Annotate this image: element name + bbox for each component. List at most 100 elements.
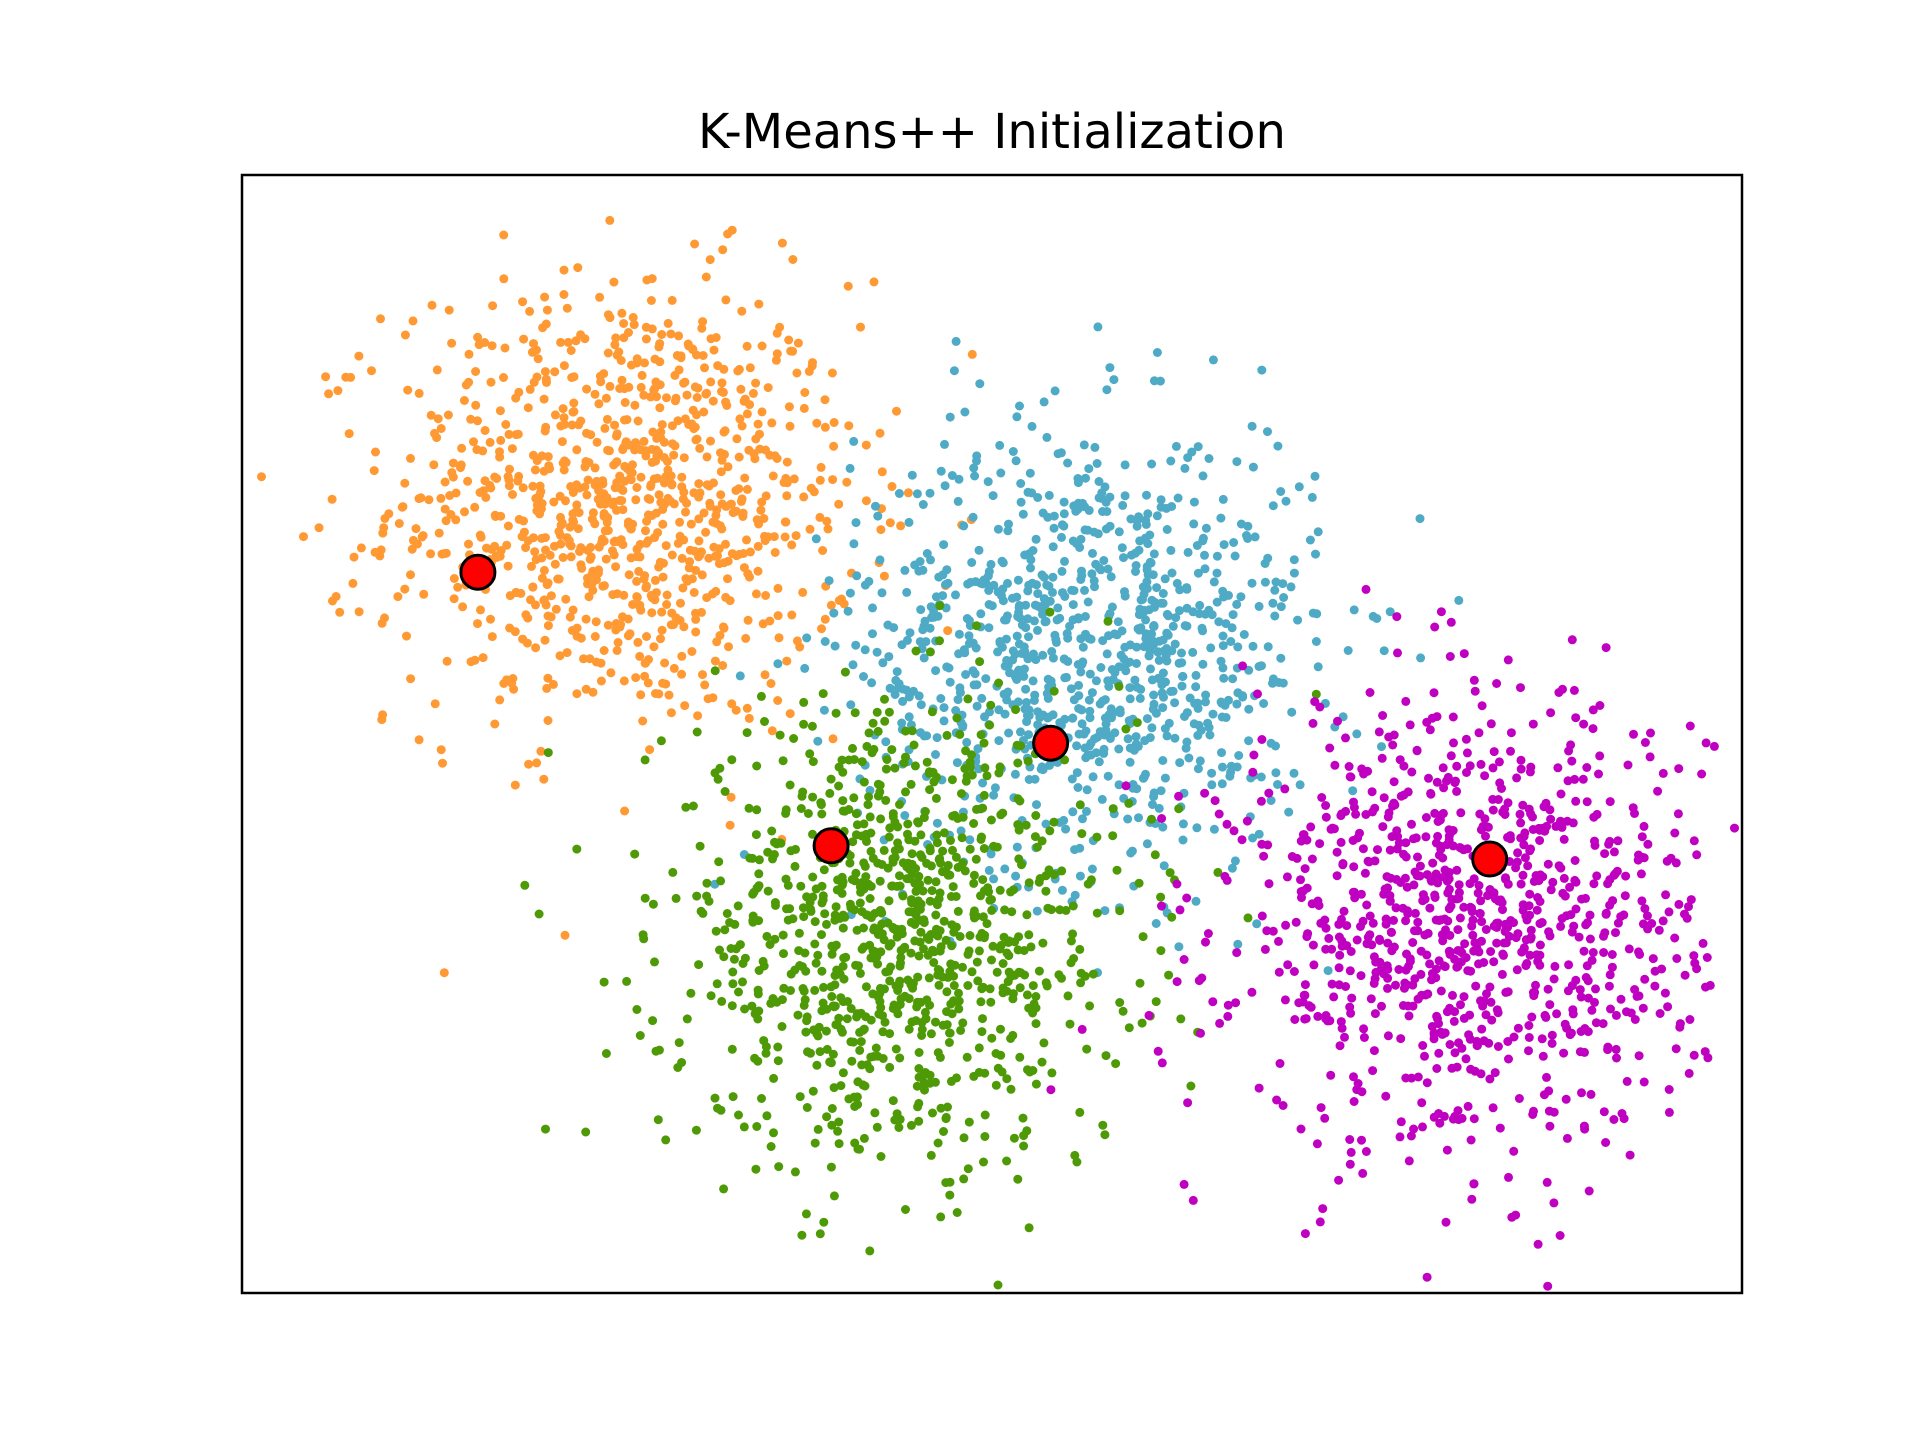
data-point [916, 927, 926, 937]
data-point [526, 595, 535, 605]
data-point [1037, 836, 1047, 846]
data-point [1650, 966, 1660, 976]
data-point [1152, 348, 1162, 357]
data-point [669, 663, 679, 673]
data-point [1032, 906, 1042, 916]
data-point [1078, 814, 1087, 824]
data-point [1015, 983, 1025, 993]
data-point [654, 490, 664, 500]
data-point [829, 1191, 839, 1201]
data-point [1359, 1033, 1369, 1042]
data-point [773, 1042, 783, 1052]
data-point [1661, 890, 1671, 900]
data-point [1341, 982, 1351, 991]
data-point [1576, 992, 1586, 1002]
data-point [778, 930, 788, 940]
data-point [745, 547, 755, 557]
data-point [919, 1070, 929, 1080]
data-point [1427, 876, 1436, 886]
data-point [808, 892, 818, 902]
data-point [1039, 594, 1049, 604]
data-point [1457, 1113, 1467, 1123]
data-point [1094, 757, 1104, 767]
data-point [985, 895, 995, 905]
data-point [635, 1031, 645, 1040]
data-point [1002, 1156, 1012, 1166]
data-point [1086, 738, 1096, 748]
data-point [935, 926, 945, 936]
data-point [734, 364, 744, 374]
data-point [586, 552, 596, 562]
data-point [1533, 1239, 1543, 1249]
data-point [1437, 1029, 1447, 1039]
data-point [1060, 556, 1069, 566]
data-point [575, 547, 584, 556]
data-point [878, 658, 888, 668]
data-point [1189, 497, 1199, 507]
data-point [881, 967, 891, 977]
data-point [1432, 777, 1442, 787]
data-point [540, 426, 550, 436]
data-point [1162, 525, 1172, 534]
data-point [1434, 1048, 1444, 1058]
data-point [901, 726, 911, 736]
data-point [1630, 985, 1640, 994]
data-point [978, 912, 988, 922]
data-point [908, 983, 918, 993]
data-point [1059, 497, 1069, 507]
data-point [727, 755, 737, 765]
data-point [680, 377, 690, 387]
data-point [859, 858, 869, 868]
data-point [1171, 613, 1181, 623]
data-point [1137, 1018, 1147, 1028]
data-point [1470, 686, 1480, 696]
data-point [1546, 708, 1556, 718]
data-point [988, 941, 998, 951]
data-point [878, 1054, 888, 1063]
data-point [1166, 456, 1176, 466]
data-point [1083, 879, 1093, 889]
data-point [813, 950, 823, 960]
data-point [1236, 519, 1246, 529]
data-point [650, 354, 660, 364]
data-point [1197, 623, 1207, 633]
data-point [1417, 1098, 1427, 1108]
data-point [1217, 748, 1226, 758]
data-point [605, 313, 615, 323]
data-point [884, 707, 894, 717]
data-point [608, 590, 618, 600]
initial-center-marker [1471, 840, 1509, 878]
data-point [1274, 967, 1284, 977]
data-point [1571, 713, 1581, 723]
data-point [1163, 611, 1173, 621]
data-point [1191, 670, 1201, 680]
data-point [1152, 583, 1162, 593]
data-point [1134, 878, 1144, 888]
data-point [1579, 1121, 1589, 1131]
data-point [1421, 832, 1431, 842]
data-point [1416, 969, 1426, 979]
data-point [913, 997, 922, 1007]
data-point [642, 516, 652, 526]
data-point [946, 959, 956, 969]
data-point [954, 649, 964, 659]
data-point [1020, 647, 1030, 656]
data-point [1172, 879, 1182, 889]
data-point [872, 1122, 882, 1132]
data-point [647, 457, 657, 467]
data-point [1125, 683, 1135, 693]
data-point [779, 983, 789, 993]
data-point [1570, 875, 1580, 885]
data-point [1029, 696, 1039, 705]
data-point [633, 416, 643, 426]
data-point [692, 891, 702, 901]
data-point [732, 551, 741, 561]
data-point [740, 1004, 750, 1014]
data-point [1065, 1019, 1075, 1029]
data-point [1076, 667, 1086, 677]
data-point [1349, 1097, 1359, 1106]
data-point [969, 913, 979, 923]
data-point [717, 996, 727, 1006]
data-point [1469, 1179, 1479, 1189]
data-point [527, 561, 536, 571]
